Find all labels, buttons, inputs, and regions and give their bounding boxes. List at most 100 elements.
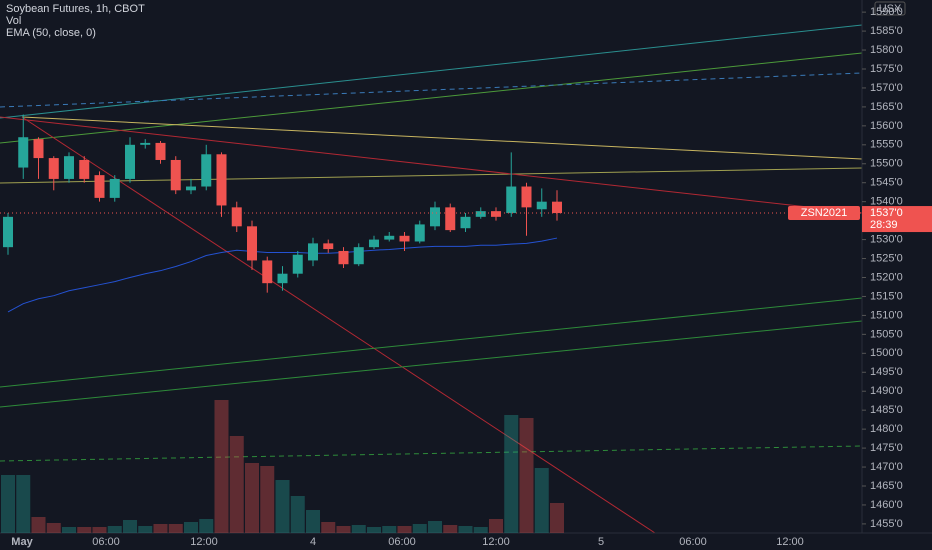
volume-bar xyxy=(16,475,31,533)
candle-body xyxy=(140,142,151,145)
candle-body xyxy=(292,254,303,274)
volume-bar xyxy=(184,522,198,533)
volume-bar xyxy=(428,521,442,533)
y-tick-label: 1470'0 xyxy=(870,461,903,473)
y-tick-label: 1465'0 xyxy=(870,480,903,492)
y-tick-label: 1520'0 xyxy=(870,271,903,283)
candle-body xyxy=(18,137,29,168)
candle-body xyxy=(552,201,562,214)
volume-bar xyxy=(214,400,229,533)
volume-bar xyxy=(534,468,549,533)
volume-bar xyxy=(382,526,397,533)
candle-body xyxy=(369,239,379,248)
y-tick-label: 1505'0 xyxy=(870,328,903,340)
candle-body xyxy=(33,139,44,159)
volume-bar xyxy=(62,527,76,533)
last-price-label: 1537'0 xyxy=(870,207,903,219)
candle-body xyxy=(308,243,318,261)
y-tick-label: 1550'0 xyxy=(870,158,903,170)
candle-body xyxy=(262,260,273,284)
volume-bar xyxy=(260,466,275,533)
candle-body xyxy=(506,186,517,214)
candle-body xyxy=(430,207,440,227)
candle-body xyxy=(277,273,288,284)
volume-bar xyxy=(489,519,503,533)
chart-title: Soybean Futures, 1h, CBOT xyxy=(6,3,145,15)
volume-bar xyxy=(351,525,366,533)
volume-bar xyxy=(550,503,564,533)
ema-line xyxy=(7,237,558,313)
candle-body xyxy=(323,243,334,250)
trend-line xyxy=(0,52,863,144)
volume-bar xyxy=(245,463,259,533)
y-tick-label: 1590'0 xyxy=(870,6,903,18)
y-tick-label: 1515'0 xyxy=(870,290,903,302)
y-tick-label: 1480'0 xyxy=(870,423,903,435)
volume-bar xyxy=(397,526,412,533)
candle-body xyxy=(521,186,532,208)
candle-body xyxy=(125,144,135,179)
candle-body xyxy=(460,216,471,229)
candle-body xyxy=(384,235,395,240)
trend-line xyxy=(21,116,656,534)
volume-bar xyxy=(199,519,214,533)
x-tick-label: 12:00 xyxy=(190,536,218,548)
y-tick-label: 1575'0 xyxy=(870,63,903,75)
y-tick-label: 1565'0 xyxy=(870,101,903,113)
volume-bar xyxy=(367,527,381,533)
volume-bar xyxy=(138,526,153,533)
volume-bar xyxy=(229,436,244,533)
countdown: 28:39 xyxy=(870,219,898,231)
x-tick-label: 5 xyxy=(598,536,604,548)
y-tick-label: 1500'0 xyxy=(870,347,903,359)
x-tick-label: 06:00 xyxy=(679,536,707,548)
ema-label: EMA (50, close, 0) xyxy=(6,27,96,39)
y-tick-label: 1570'0 xyxy=(870,82,903,94)
x-tick-label: 06:00 xyxy=(388,536,416,548)
y-tick-label: 1580'0 xyxy=(870,44,903,56)
volume-bar xyxy=(168,524,183,533)
volume-bar xyxy=(336,526,351,533)
candle-body xyxy=(353,247,364,265)
y-tick-label: 1585'0 xyxy=(870,25,903,37)
candle-body xyxy=(216,154,227,206)
candle-body xyxy=(48,158,59,179)
y-tick-label: 1530'0 xyxy=(870,233,903,245)
candle-body xyxy=(338,250,349,265)
candle-body xyxy=(231,207,242,227)
volume-bar xyxy=(412,524,427,533)
candle-body xyxy=(186,186,196,191)
trend-line xyxy=(0,24,863,119)
x-tick-label: 12:00 xyxy=(776,536,804,548)
symbol-tag: ZSN2021 xyxy=(801,207,847,219)
candle-body xyxy=(3,216,13,248)
y-tick-label: 1495'0 xyxy=(870,366,903,378)
y-tick-label: 1460'0 xyxy=(870,499,903,511)
volume-bar xyxy=(290,496,305,533)
y-tick-label: 1490'0 xyxy=(870,385,903,397)
volume-bar xyxy=(107,526,122,533)
y-tick-label: 1540'0 xyxy=(870,196,903,208)
candle-body xyxy=(155,142,166,160)
volume-label: Vol xyxy=(6,15,21,27)
candle-body xyxy=(475,211,486,217)
volume-bar xyxy=(321,522,336,533)
volume-bar xyxy=(443,525,458,533)
volume-bar xyxy=(92,527,107,533)
candle-body xyxy=(491,211,501,217)
x-tick-label: 12:00 xyxy=(482,536,510,548)
volume-bar xyxy=(306,510,320,533)
x-tick-label: 4 xyxy=(310,536,316,548)
candle-body xyxy=(445,207,456,231)
trend-line xyxy=(0,116,863,214)
y-tick-label: 1560'0 xyxy=(870,120,903,132)
y-tick-label: 1485'0 xyxy=(870,404,903,416)
volume-bar xyxy=(504,415,519,533)
candle-body xyxy=(399,235,410,242)
y-tick-label: 1510'0 xyxy=(870,309,903,321)
volume-bar xyxy=(519,418,534,533)
volume-bar xyxy=(31,517,46,533)
volume-bar xyxy=(77,527,92,533)
candle-body xyxy=(247,226,257,261)
